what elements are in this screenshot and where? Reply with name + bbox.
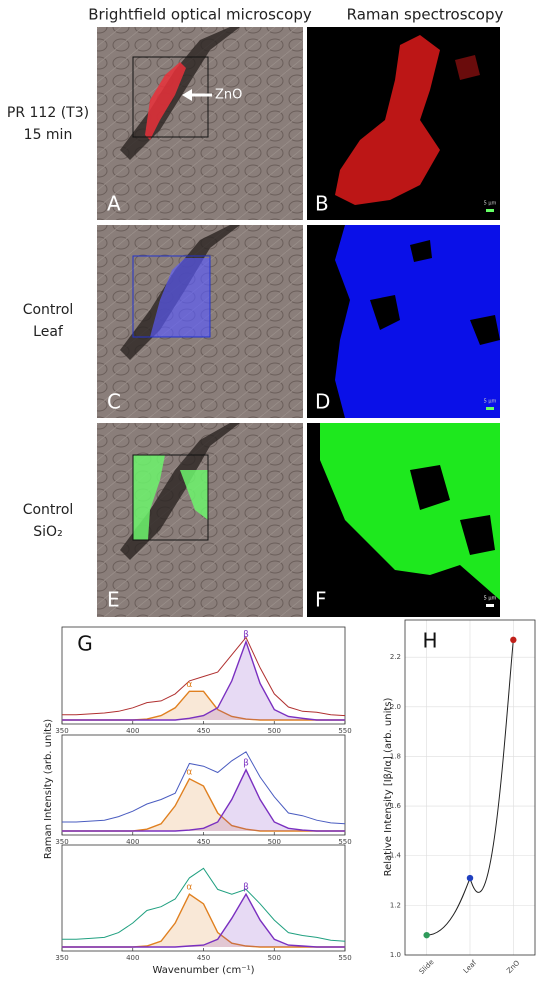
micrograph: ZnO A [97, 27, 303, 220]
data-point [510, 636, 517, 644]
row-label: SiO₂ [33, 524, 62, 540]
x-tick-label: 550 [338, 838, 351, 846]
raman-map: 5 µm B [307, 27, 500, 220]
spectrum-line [62, 751, 346, 825]
panel-label: A [107, 192, 121, 216]
x-tick-label: 550 [338, 954, 351, 962]
row-label: 15 min [24, 127, 73, 143]
spectrum-line [62, 639, 345, 721]
x-tick-label: 350 [55, 838, 68, 846]
micrograph: C [97, 225, 303, 418]
y-tick-label: 2.0 [390, 703, 401, 711]
x-tick-label: 450 [197, 727, 210, 735]
y-tick-label: 1.4 [390, 852, 402, 860]
x-tick-label: 350 [55, 727, 68, 735]
row-label: PR 112 (T3) [7, 105, 89, 121]
panel-label: H [422, 629, 437, 653]
spectrum-line [62, 636, 346, 717]
x-tick-label: Leaf [462, 959, 479, 976]
spectrum-line [62, 768, 345, 832]
x-tick-label: 500 [268, 727, 281, 735]
spectrum-line [62, 892, 345, 948]
y-tick-label: 1.2 [390, 901, 401, 909]
y-tick-label: 2.2 [390, 653, 401, 661]
row-label: Control [23, 502, 74, 518]
x-tick-label: 400 [126, 954, 139, 962]
panel-label: C [107, 390, 121, 414]
spectrum-line [62, 867, 346, 942]
x-axis-label: Wavenumber (cm⁻¹) [153, 965, 255, 976]
x-tick-label: 350 [55, 954, 68, 962]
column-header: Raman spectroscopy [347, 6, 504, 24]
peak-label: α [186, 767, 192, 777]
peak-label: α [186, 680, 192, 690]
data-point [466, 874, 474, 882]
data-point [423, 931, 430, 939]
row-label: Leaf [33, 324, 64, 340]
plot-frame [404, 619, 536, 956]
x-tick-label: 400 [126, 838, 139, 846]
scale-bar: 5 µm [484, 596, 497, 602]
y-tick-label: 1.6 [390, 802, 402, 810]
y-axis-label: Raman Intensity (arb. units) [43, 719, 54, 859]
peak-label: β [243, 883, 249, 893]
row-label: Control [23, 302, 74, 318]
panel-label: G [77, 632, 93, 656]
panel-label: E [107, 588, 120, 612]
peak-label: β [243, 630, 249, 640]
column-header: Brightfield optical microscopy [88, 6, 312, 24]
raman-map: 5 µm F [307, 423, 500, 617]
panel-label: F [315, 588, 327, 612]
y-tick-label: 1.8 [390, 752, 401, 760]
spectrum-line [62, 893, 345, 948]
x-tick-label: 450 [197, 954, 210, 962]
peak-label: β [243, 758, 249, 768]
x-tick-label: 500 [268, 838, 281, 846]
x-tick-label: 550 [338, 727, 351, 735]
scale-bar: 5 µm [484, 399, 497, 405]
y-tick-label: 1.0 [390, 951, 401, 959]
trend-line [426, 639, 514, 936]
spectrum-line [62, 777, 345, 832]
peak-label: α [186, 883, 192, 893]
raman-map: 5 µm D [307, 225, 500, 418]
x-tick-label: 450 [197, 838, 210, 846]
x-tick-label: Slide [418, 958, 436, 976]
panel-label: B [315, 192, 329, 216]
micrograph: E [97, 423, 303, 617]
scale-bar: 5 µm [484, 201, 497, 207]
x-tick-label: 400 [126, 727, 139, 735]
x-tick-label: 500 [268, 954, 281, 962]
y-axis-label: Relative Intensity [Iβ/Iα] (arb. units) [383, 698, 394, 877]
x-tick-label: ZnO [505, 959, 521, 975]
panel-label: D [315, 390, 330, 414]
annotation: ZnO [215, 88, 242, 103]
